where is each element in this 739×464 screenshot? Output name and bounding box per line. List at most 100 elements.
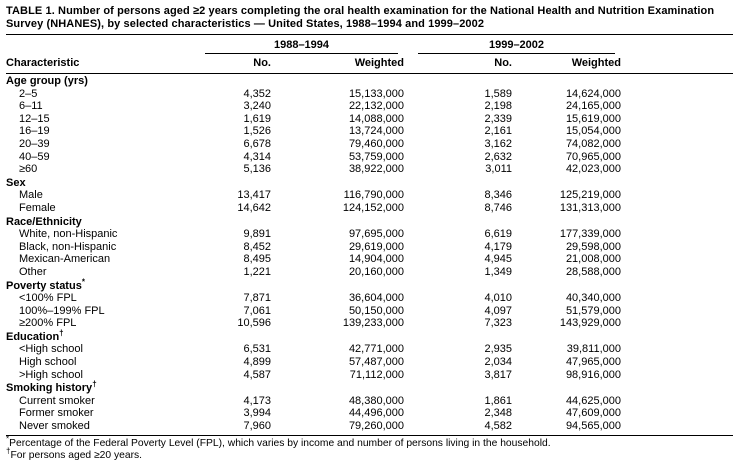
spacer-cell: [621, 241, 733, 254]
cell-value: 116,790,000: [343, 189, 404, 202]
table-title: TABLE 1. Number of persons aged ≥2 years…: [6, 5, 715, 30]
cell-value: 10,596: [237, 317, 271, 330]
table-row: 20–39 6,678 79,460,000 3,162 74,082,000: [6, 138, 733, 151]
cell-value: 22,132,000: [348, 100, 404, 113]
table-row: Female 14,642 124,152,000 8,746 131,313,000: [6, 202, 733, 215]
cell-characteristic: Other: [19, 265, 47, 278]
table-row: Current smoker 4,173 48,380,000 1,861 44,625…: [6, 395, 733, 408]
cell-value: 29,598,000: [565, 240, 621, 253]
footnote-marker: †: [6, 446, 11, 456]
cell-value: 4,173: [243, 394, 271, 407]
cell-characteristic: 100%–199% FPL: [19, 304, 105, 317]
cell-value: 4,097: [484, 304, 512, 317]
cell-value: 4,945: [484, 253, 512, 266]
cell-value: 42,771,000: [348, 343, 404, 356]
cell-value: 4,899: [243, 356, 271, 369]
cell-value: 2,339: [484, 112, 512, 125]
cell-value: 38,922,000: [348, 163, 404, 176]
section-header: Poverty status*: [6, 276, 85, 292]
cell-value: 21,008,000: [565, 253, 621, 266]
cell-value: 8,452: [243, 240, 271, 253]
section-header: Smoking history†: [6, 379, 97, 395]
table-row: 16–19 1,526 13,724,000 2,161 15,054,000: [6, 125, 733, 138]
cell-value: 44,496,000: [348, 407, 404, 420]
footnote-marker: †: [59, 328, 64, 338]
table-row: Black, non-Hispanic 8,452 29,619,000 4,179 2…: [6, 241, 733, 254]
cell-characteristic: 6–11: [19, 100, 43, 113]
spacer-cell: [621, 228, 733, 241]
cell-characteristic: 16–19: [19, 125, 50, 138]
table-row: Mexican-American 8,495 14,904,000 4,945 21,0…: [6, 253, 733, 266]
cell-value: 4,179: [484, 240, 512, 253]
cell-value: 9,891: [243, 228, 271, 241]
cell-characteristic: Mexican-American: [19, 253, 111, 266]
table-row: 40–59 4,314 53,759,000 2,632 70,965,000: [6, 151, 733, 164]
cell-characteristic: 40–59: [19, 150, 50, 163]
table-row: <High school 6,531 42,771,000 2,935 39,811,0…: [6, 343, 733, 356]
cell-value: 97,695,000: [348, 228, 404, 241]
section-header: Education†: [6, 328, 64, 343]
section-header-row: Age group (yrs): [6, 74, 733, 88]
cell-value: 6,678: [243, 137, 271, 150]
cell-value: 29,619,000: [348, 240, 404, 253]
spacer-cell: [621, 253, 733, 266]
cell-value: 1,526: [243, 125, 271, 138]
col-group-1999-2002-label: 1999–2002: [418, 39, 615, 54]
spacer-cell: [621, 113, 733, 126]
cell-value: 1,619: [243, 112, 271, 125]
cell-value: 47,609,000: [565, 407, 621, 420]
footnote-marker: *: [81, 276, 85, 286]
cell-value: 70,965,000: [565, 150, 621, 163]
data-table: 1988–1994 1999–2002 Characteristic No. W…: [6, 34, 733, 433]
col-header-characteristic: Characteristic: [6, 54, 191, 74]
spacer-cell: [621, 125, 733, 138]
cell-value: 124,152,000: [342, 201, 404, 214]
cell-value: 143,929,000: [559, 317, 621, 330]
cell-value: 139,233,000: [342, 317, 404, 330]
cell-value: 3,011: [485, 163, 512, 176]
cell-value: 24,165,000: [565, 100, 621, 113]
spacer-cell: [621, 420, 733, 433]
table-row: Former smoker 3,994 44,496,000 2,348 47,609,…: [6, 407, 733, 420]
cell-characteristic: Former smoker: [19, 407, 94, 420]
cell-value: 71,112,000: [349, 368, 404, 381]
cell-value: 98,916,000: [565, 368, 621, 381]
cell-value: 94,565,000: [565, 420, 621, 433]
col-header-no-1999: No.: [404, 54, 512, 74]
cell-value: 74,082,000: [565, 137, 621, 150]
cell-value: 14,624,000: [565, 87, 621, 100]
col-header-weighted-1999: Weighted: [512, 54, 621, 74]
cell-value: 42,023,000: [565, 163, 621, 176]
table-row: 2–5 4,352 15,133,000 1,589 14,624,000: [6, 88, 733, 101]
cell-value: 177,339,000: [559, 228, 621, 241]
cell-value: 8,495: [243, 253, 271, 266]
table-body: Age group (yrs) 2–5 4,352 15,133,000 1,589 14…: [6, 74, 733, 433]
col-header-no-1988: No.: [191, 54, 271, 74]
cell-value: 2,935: [484, 343, 512, 356]
cell-characteristic: Never smoked: [19, 420, 90, 433]
cell-value: 2,034: [484, 356, 512, 369]
spacer-cell: [621, 292, 733, 305]
cell-value: 7,960: [243, 420, 271, 433]
spacer-cell: [621, 88, 733, 101]
footnote-marker: †: [92, 379, 97, 389]
cell-value: 44,625,000: [565, 394, 621, 407]
cell-characteristic: White, non-Hispanic: [19, 228, 118, 241]
cell-characteristic: Black, non-Hispanic: [19, 240, 117, 253]
cell-value: 14,088,000: [348, 112, 404, 125]
cell-characteristic: Current smoker: [19, 394, 95, 407]
cell-characteristic: <High school: [19, 343, 83, 356]
cell-value: 8,346: [484, 189, 512, 202]
spacer-cell: [621, 317, 733, 330]
cell-value: 1,349: [484, 265, 512, 278]
cell-value: 2,632: [484, 150, 512, 163]
section-header: Age group (yrs): [6, 75, 88, 87]
cell-value: 3,994: [243, 407, 271, 420]
column-group-row: 1988–1994 1999–2002: [6, 35, 733, 54]
col-group-1988-1994: 1988–1994: [191, 35, 404, 54]
cell-value: 51,579,000: [565, 304, 621, 317]
table-row: High school 4,899 57,487,000 2,034 47,965,00…: [6, 356, 733, 369]
cell-value: 40,340,000: [565, 292, 621, 305]
cell-value: 15,133,000: [348, 87, 404, 100]
cell-value: 4,352: [243, 87, 271, 100]
